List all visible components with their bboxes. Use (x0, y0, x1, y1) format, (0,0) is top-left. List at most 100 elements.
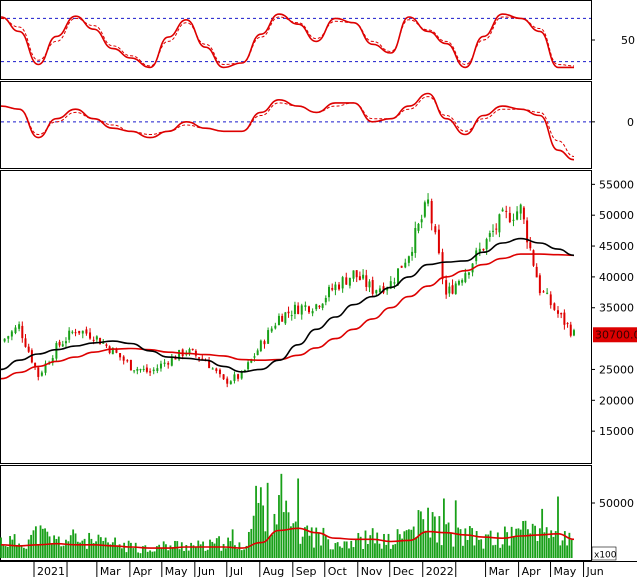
candle-body-103 (355, 270, 358, 278)
candle-body-22 (78, 330, 81, 334)
candle-body-163 (560, 312, 563, 315)
candle-body-11 (40, 372, 43, 376)
candle-body-47 (163, 362, 166, 364)
candle-body-153 (526, 220, 529, 243)
candle-body-123 (423, 202, 426, 217)
volume-bar-136 (315, 527, 318, 558)
volume-bar-87 (202, 541, 204, 558)
price-y-tick-35000: 35000 (599, 302, 634, 315)
volume-bar-114 (264, 531, 267, 558)
volume-bar-194 (450, 532, 452, 558)
volume-bar-153 (355, 538, 357, 558)
candle-body-14 (51, 358, 54, 363)
volume-bar-115 (266, 482, 269, 558)
volume-bar-42 (97, 534, 100, 558)
x-axis-label-10: Dec (393, 565, 414, 577)
volume-bar-48 (111, 542, 114, 558)
volume-bar-168 (389, 548, 392, 558)
candle-body-83 (287, 311, 290, 314)
volume-bar-197 (457, 527, 460, 558)
stoch-series-1 (0, 16, 575, 67)
candle-body-76 (263, 341, 266, 345)
candle-body-4 (18, 324, 21, 329)
candle-body-96 (331, 288, 334, 290)
volume-bar-193 (447, 522, 450, 558)
candle-body-58 (201, 358, 204, 360)
volume-bar-124 (287, 512, 290, 558)
candle-body-107 (368, 281, 371, 288)
candle-body-23 (81, 330, 84, 334)
volume-bar-109 (252, 515, 255, 558)
candle-body-167 (572, 330, 575, 336)
volume-bar-191 (442, 498, 445, 558)
volume-bar-85 (197, 540, 200, 558)
stoch-y-tick-50: 50 (621, 34, 635, 47)
candle-body-70 (243, 369, 246, 372)
volume-bar-166 (385, 544, 388, 558)
volume-bar-15 (34, 526, 37, 558)
volume-bar-49 (114, 537, 116, 558)
x-axis-label-14: May (554, 565, 577, 577)
candle-body-48 (167, 363, 170, 365)
volume-bar-202 (468, 526, 471, 558)
candle-body-128 (441, 252, 444, 280)
x-axis-label-2: Apr (133, 565, 153, 577)
volume-bar-70 (162, 541, 165, 558)
volume-bar-51 (118, 544, 121, 558)
volume-bar-206 (478, 539, 480, 558)
volume-bar-110 (255, 485, 257, 558)
candle-body-46 (159, 363, 162, 369)
candle-body-49 (170, 356, 173, 366)
volume-bar-228 (529, 533, 532, 558)
candle-body-75 (259, 340, 262, 351)
candle-body-74 (256, 350, 259, 356)
candle-body-152 (522, 207, 525, 220)
candle-body-151 (519, 204, 522, 214)
volume-bar-221 (513, 536, 515, 558)
candle-body-126 (434, 226, 437, 233)
volume-bar-160 (371, 528, 374, 558)
volume-bar-21 (48, 536, 51, 558)
candle-body-166 (569, 324, 572, 336)
volume-bar-215 (499, 547, 502, 558)
volume-bar-199 (462, 545, 464, 558)
volume-bar-167 (387, 533, 390, 558)
candle-body-68 (237, 374, 240, 379)
volume-bar-225 (522, 521, 525, 558)
volume-bar-211 (489, 530, 492, 558)
x-axis-label-1: Mar (100, 565, 121, 577)
candle-body-85 (293, 304, 296, 315)
volume-bar-30 (69, 535, 72, 558)
volume-bar-40 (92, 543, 95, 558)
volume-bar-92 (213, 543, 216, 558)
volume-unit-box (591, 546, 617, 561)
candle-body-73 (253, 356, 256, 358)
x-axis-label-3: May (165, 565, 188, 577)
candle-body-156 (535, 266, 538, 278)
volume-bar-172 (398, 534, 401, 558)
volume-bar-169 (392, 544, 394, 558)
candle-body-10 (37, 367, 40, 377)
volume-bar-152 (352, 547, 355, 558)
x-axis: 2021 Mar Apr May Jun Jul Aug Sep Oct Nov Dec 2022 Ma… (0, 561, 637, 577)
candle-body-1 (7, 336, 10, 339)
candle-body-35 (122, 356, 125, 361)
candle-body-140 (482, 248, 485, 251)
volume-bar-34 (79, 542, 81, 558)
candle-body-104 (358, 276, 361, 280)
candle-body-88 (304, 305, 307, 307)
price-ma-fast-series-1 (0, 237, 575, 373)
volume-bar-56 (130, 542, 132, 558)
volume-bar-17 (39, 525, 42, 558)
volume-bar-57 (132, 548, 135, 558)
candle-body-43 (149, 371, 152, 373)
candle-body-98 (338, 284, 341, 290)
volume-bar-156 (362, 548, 364, 558)
candle-body-45 (156, 368, 159, 371)
candle-body-129 (445, 280, 448, 295)
volume-bar-19 (44, 528, 46, 558)
candle-body-148 (508, 212, 511, 223)
candle-body-37 (129, 359, 132, 371)
candle-body-19 (68, 330, 71, 340)
volume-bar-106 (245, 545, 248, 558)
